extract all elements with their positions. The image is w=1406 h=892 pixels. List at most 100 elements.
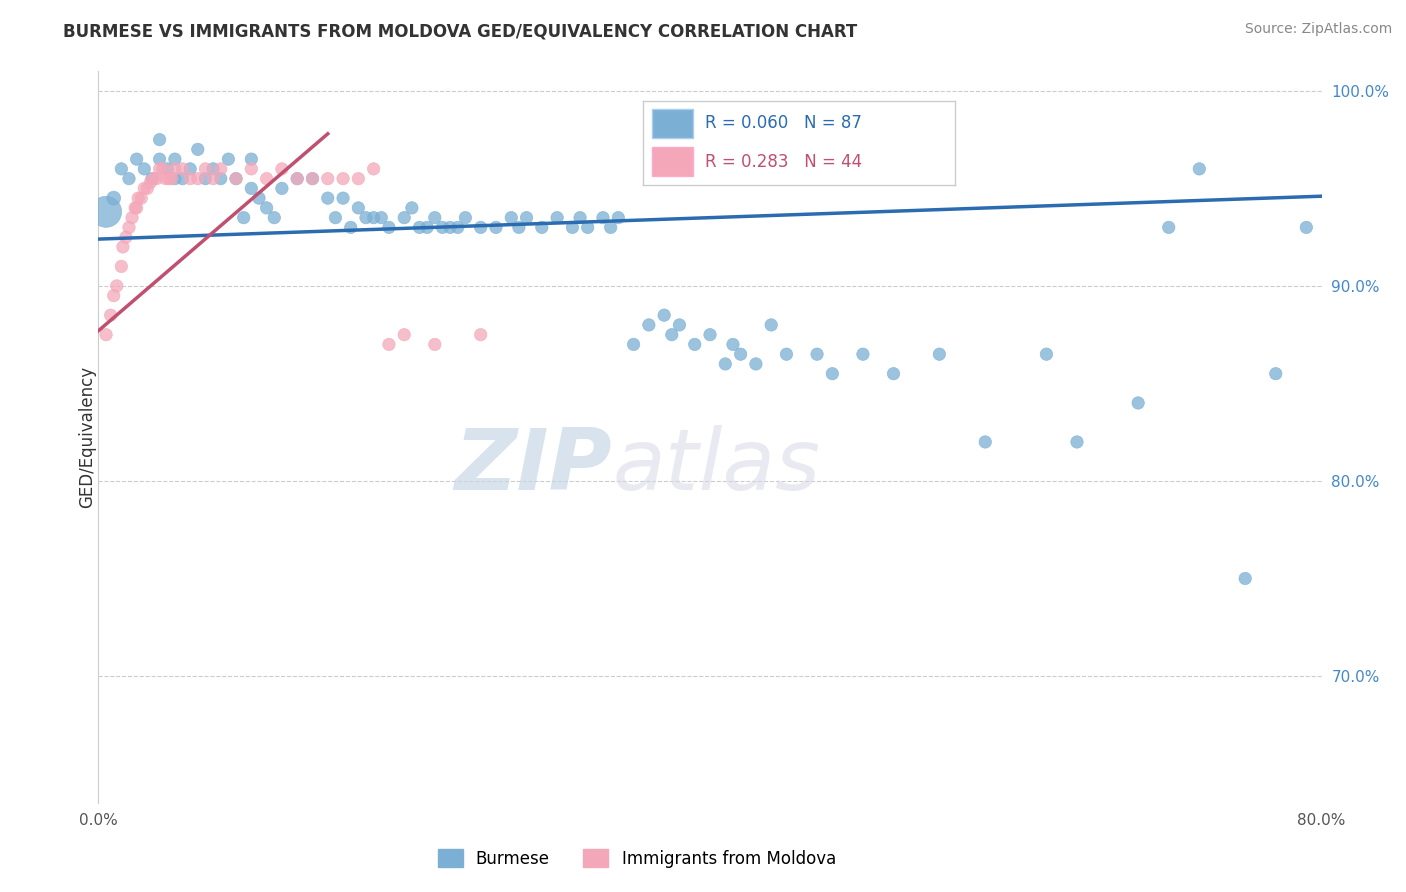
Point: [124, 201, 146, 215]
Point: [501, 211, 523, 225]
Point: [485, 220, 508, 235]
Point: [569, 211, 592, 225]
Point: [139, 176, 162, 190]
Point: [683, 337, 706, 351]
Point: [163, 171, 186, 186]
Point: [821, 367, 844, 381]
Point: [1188, 161, 1211, 176]
Point: [225, 171, 247, 186]
Point: [127, 191, 149, 205]
Point: [699, 327, 721, 342]
Point: [172, 161, 194, 176]
Point: [928, 347, 950, 361]
Legend: Burmese, Immigrants from Moldova: Burmese, Immigrants from Moldova: [437, 849, 835, 868]
Point: [363, 161, 385, 176]
Point: [240, 161, 263, 176]
Point: [806, 347, 828, 361]
Point: [209, 161, 232, 176]
Point: [142, 171, 165, 186]
Point: [332, 191, 354, 205]
Point: [730, 347, 752, 361]
Point: [416, 220, 439, 235]
Point: [247, 191, 270, 205]
Point: [163, 161, 186, 176]
Point: [1128, 396, 1150, 410]
Point: [125, 152, 148, 166]
Point: [637, 318, 661, 332]
Point: [516, 211, 538, 225]
Point: [172, 171, 194, 186]
Point: [134, 181, 156, 195]
Point: [105, 279, 128, 293]
Point: [118, 171, 141, 186]
Point: [1035, 347, 1057, 361]
Point: [155, 171, 177, 186]
Point: [714, 357, 737, 371]
Point: [187, 171, 209, 186]
Y-axis label: GED/Equivalency: GED/Equivalency: [79, 366, 96, 508]
Point: [256, 171, 278, 186]
Point: [129, 191, 152, 205]
Point: [852, 347, 875, 361]
Point: [141, 171, 163, 186]
Text: Source: ZipAtlas.com: Source: ZipAtlas.com: [1244, 22, 1392, 37]
Point: [134, 161, 156, 176]
Point: [232, 211, 254, 225]
Point: [118, 220, 141, 235]
Point: [160, 171, 183, 186]
Point: [439, 220, 461, 235]
Point: [423, 337, 446, 351]
Point: [354, 211, 377, 225]
Point: [721, 337, 744, 351]
Point: [256, 201, 278, 215]
Point: [339, 220, 361, 235]
Point: [94, 327, 117, 342]
Point: [1234, 572, 1257, 586]
Point: [332, 171, 354, 186]
Point: [883, 367, 905, 381]
Point: [194, 161, 217, 176]
Point: [392, 327, 416, 342]
Point: [157, 171, 180, 186]
Point: [110, 161, 132, 176]
Point: [149, 133, 172, 147]
Point: [209, 171, 232, 186]
Point: [432, 220, 454, 235]
Point: [1066, 434, 1088, 449]
Point: [156, 161, 179, 176]
Point: [576, 220, 599, 235]
Point: [759, 318, 782, 332]
Point: [179, 171, 201, 186]
Point: [145, 171, 167, 186]
Point: [546, 211, 568, 225]
Point: [378, 220, 401, 235]
Point: [94, 204, 117, 219]
Point: [270, 161, 292, 176]
Point: [103, 288, 125, 302]
Point: [111, 240, 134, 254]
Point: [592, 211, 614, 225]
Point: [508, 220, 530, 235]
Point: [530, 220, 553, 235]
Point: [408, 220, 430, 235]
Point: [136, 181, 159, 195]
Point: [152, 161, 174, 176]
Point: [217, 152, 239, 166]
Point: [454, 211, 477, 225]
Point: [225, 171, 247, 186]
Point: [363, 211, 385, 225]
Point: [661, 327, 683, 342]
Point: [187, 142, 209, 156]
Point: [1157, 220, 1180, 235]
Point: [974, 434, 997, 449]
Point: [125, 201, 148, 215]
Point: [301, 171, 323, 186]
Text: BURMESE VS IMMIGRANTS FROM MOLDOVA GED/EQUIVALENCY CORRELATION CHART: BURMESE VS IMMIGRANTS FROM MOLDOVA GED/E…: [63, 22, 858, 40]
Point: [401, 201, 423, 215]
Point: [163, 152, 186, 166]
Point: [285, 171, 308, 186]
Point: [347, 201, 370, 215]
Point: [263, 211, 285, 225]
Point: [745, 357, 768, 371]
Point: [1295, 220, 1317, 235]
